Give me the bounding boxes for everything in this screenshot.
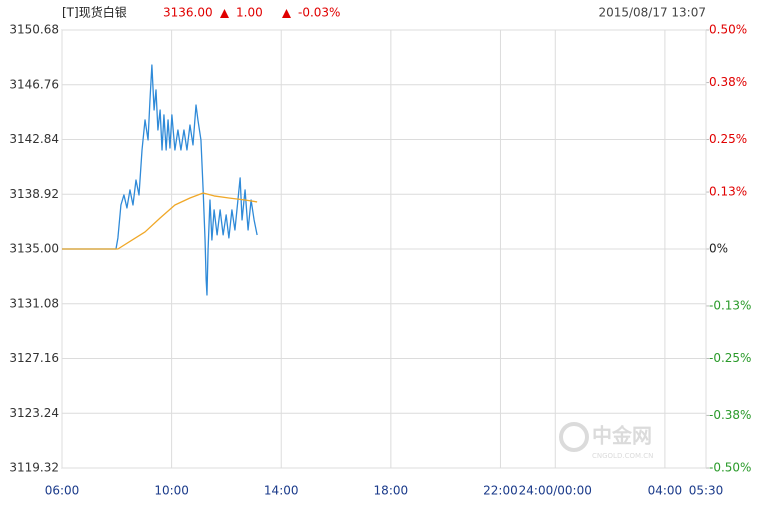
up-arrow — [282, 9, 291, 18]
change: 1.00 — [236, 6, 263, 20]
y-tick-label: 3142.84 — [9, 132, 59, 146]
x-tick-label: 22:00 — [483, 484, 518, 498]
y2-tick-label: 0.25% — [709, 132, 747, 146]
datetime: 2015/08/17 13:07 — [598, 6, 706, 20]
y2-tick-label: -0.25% — [709, 351, 751, 365]
x-tick-label: 10:00 — [154, 484, 189, 498]
y-tick-label: 3127.16 — [9, 351, 59, 365]
watermark-logo — [559, 422, 589, 452]
y2-tick-label: 0.50% — [709, 23, 747, 37]
x-tick-label: 04:00 — [648, 484, 683, 498]
x-tick-label: 14:00 — [264, 484, 299, 498]
y-tick-label: 3123.24 — [9, 406, 59, 420]
x-tick-label: 06:00 — [45, 484, 80, 498]
up-arrow — [220, 9, 229, 18]
y-tick-label: 3135.00 — [9, 242, 59, 256]
header: [T]现货白银 3136.00 1.00 -0.03% 2015/08/17 1… — [62, 5, 706, 20]
price: 3136.00 — [163, 6, 213, 20]
x-tick-label: 05:30 — [689, 484, 724, 498]
watermark: 中金网 CNGOLD.COM.CN — [559, 422, 653, 460]
watermark-sub: CNGOLD.COM.CN — [592, 452, 653, 460]
y-tick-label: 3146.76 — [9, 77, 59, 91]
y2-tick-label: -0.38% — [709, 408, 751, 422]
y-tick-label: 3131.08 — [9, 296, 59, 310]
y2-tick-label: 0.13% — [709, 185, 747, 199]
series-line — [62, 192, 258, 250]
x-tick-label: 18:00 — [374, 484, 409, 498]
y2-tick-label: 0% — [709, 242, 728, 256]
y-tick-label: 3150.68 — [9, 23, 59, 37]
instrument-name: [T]现货白银 — [62, 5, 127, 20]
change-percent: -0.03% — [298, 6, 340, 20]
watermark-text: 中金网 — [592, 424, 652, 448]
y2-tick-label: -0.13% — [709, 298, 751, 312]
y-tick-label: 3138.92 — [9, 187, 59, 201]
x-tick-label: 24:00/00:00 — [519, 484, 592, 498]
series-line — [62, 64, 258, 296]
y-tick-label: 3119.32 — [9, 461, 59, 475]
y2-tick-label: -0.50% — [709, 461, 751, 475]
y2-tick-label: 0.38% — [709, 75, 747, 89]
